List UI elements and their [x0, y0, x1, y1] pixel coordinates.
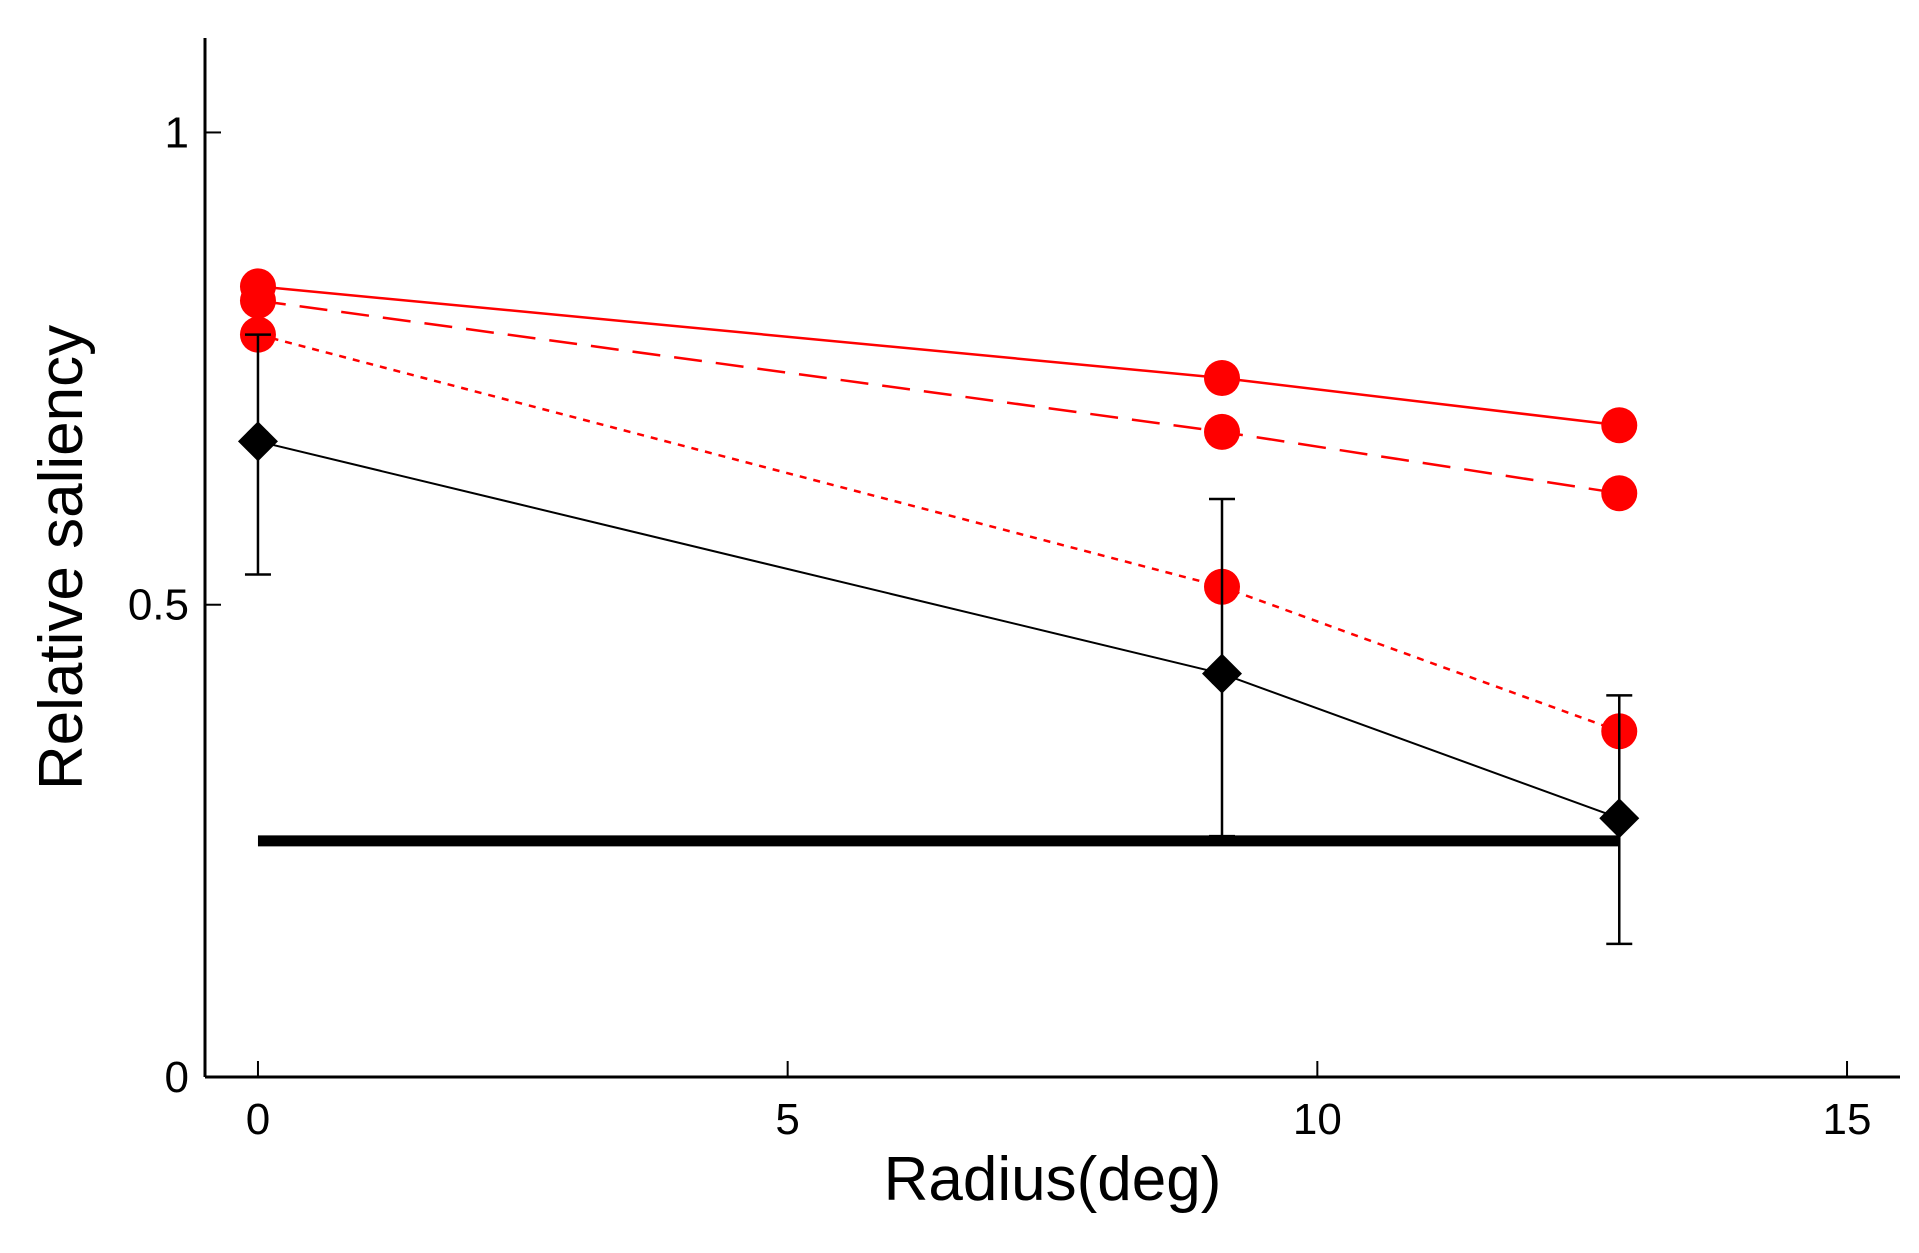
data-point — [1204, 360, 1240, 397]
series-4 — [237, 333, 1640, 946]
data-point — [239, 282, 276, 319]
series-1 — [239, 268, 1638, 444]
y-tick-label: 0 — [165, 1053, 189, 1102]
y-axis-title: Relative saliency — [27, 325, 96, 790]
x-tick-label: 5 — [775, 1095, 799, 1144]
data-point — [1601, 475, 1638, 512]
x-axis-title: Radius(deg) — [884, 1145, 1222, 1214]
series-4-line — [257, 440, 1620, 820]
data-point-core — [243, 427, 272, 456]
data-point-core — [1208, 659, 1236, 688]
x-tick-label: 10 — [1293, 1095, 1342, 1144]
x-tick-label: 0 — [246, 1095, 270, 1144]
axes — [203, 38, 1900, 1079]
series-1-line — [257, 285, 1620, 427]
series-group — [237, 268, 1640, 946]
series-2-line — [257, 299, 1620, 495]
ticks: 0 5 10 15 0 0.5 1 — [128, 108, 1872, 1144]
data-point — [1601, 407, 1638, 444]
series-2 — [239, 282, 1638, 512]
series-3 — [239, 316, 1638, 750]
data-point — [1204, 413, 1240, 450]
data-point-core — [1605, 804, 1634, 833]
x-tick-label: 15 — [1823, 1095, 1872, 1144]
y-tick-label: 0.5 — [128, 581, 189, 630]
y-tick-label: 1 — [165, 108, 189, 157]
